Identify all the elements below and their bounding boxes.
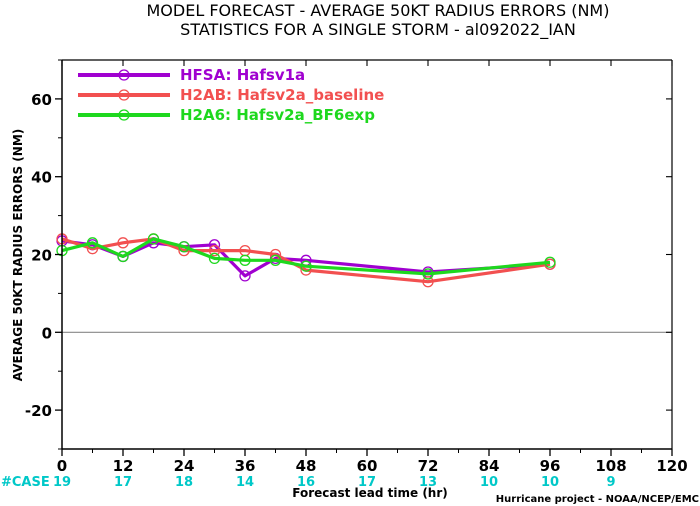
axes-group: 0 12 24 36 48 60 72 84 96 108 120 -20 0 20 40 60 — [25, 59, 688, 475]
y-tick-label: -20 — [25, 402, 52, 420]
data-point — [239, 254, 251, 266]
data-point — [208, 252, 221, 265]
data-point — [544, 256, 556, 268]
legend-label-2: H2AB: Hafsv2a_baseline — [180, 86, 384, 104]
case-count: 13 — [419, 475, 437, 490]
x-tick-label: 36 — [235, 457, 256, 475]
case-count: 19 — [53, 475, 71, 490]
case-count: 14 — [236, 475, 254, 490]
legend-marker-3 — [118, 109, 130, 121]
data-point — [422, 268, 434, 280]
case-count: 17 — [358, 475, 376, 490]
case-count: 16 — [297, 475, 315, 490]
y-tick-label: 60 — [31, 91, 52, 109]
data-point — [422, 276, 434, 288]
case-count: 18 — [175, 475, 193, 490]
y-axis-label: AVERAGE 50KT RADIUS ERRORS (NM) — [11, 129, 25, 381]
legend-label-1: HFSA: Hafsv1a — [180, 66, 305, 84]
series-line-2 — [61, 237, 551, 284]
y-tick-label: 0 — [42, 324, 52, 342]
x-tick-label: 108 — [595, 457, 626, 475]
case-counts: #CASE 19 17 18 14 16 17 13 10 10 9 — [1, 475, 616, 490]
legend-marker-1 — [118, 69, 130, 81]
data-point — [300, 260, 312, 272]
chart-subtitle: STATISTICS FOR A SINGLE STORM - al092022… — [180, 20, 576, 40]
case-count: 10 — [480, 475, 498, 490]
credit-text: Hurricane project - NOAA/NCEP/EMC — [496, 494, 699, 505]
x-tick-label: 96 — [540, 457, 561, 475]
x-tick-label: 48 — [296, 457, 317, 475]
data-point — [239, 270, 251, 282]
x-tick-label: 24 — [174, 457, 195, 475]
case-row-label: #CASE — [1, 475, 50, 490]
legend: HFSA: Hafsv1a H2AB: Hafsv2a_baseline H2A6:… — [78, 66, 384, 124]
x-tick-label: 12 — [113, 457, 134, 475]
data-point — [147, 233, 160, 245]
x-axis-label: Forecast lead time (hr) — [292, 486, 448, 500]
data-point — [269, 254, 282, 266]
x-tick-label: 60 — [357, 457, 378, 475]
legend-label-3: H2A6: Hafsv2a_BF6exp — [180, 106, 375, 124]
series-group — [56, 233, 556, 288]
case-count: 9 — [606, 475, 615, 490]
data-point — [178, 241, 190, 253]
data-point — [86, 237, 99, 249]
chart-title: MODEL FORECAST - AVERAGE 50KT RADIUS ERR… — [147, 1, 610, 20]
case-count: 17 — [114, 475, 132, 490]
x-tick-label: 84 — [479, 457, 500, 475]
data-point — [117, 237, 129, 249]
series-line-3 — [61, 237, 551, 276]
x-tick-label: 72 — [418, 457, 439, 475]
data-point — [117, 250, 129, 263]
data-point — [208, 244, 221, 257]
y-tick-label: 20 — [31, 247, 52, 265]
case-count: 10 — [541, 475, 559, 490]
x-tick-label: 120 — [656, 457, 687, 475]
legend-marker-2 — [118, 89, 130, 101]
y-tick-label: 40 — [31, 169, 52, 187]
x-tick-label: 0 — [57, 457, 67, 475]
